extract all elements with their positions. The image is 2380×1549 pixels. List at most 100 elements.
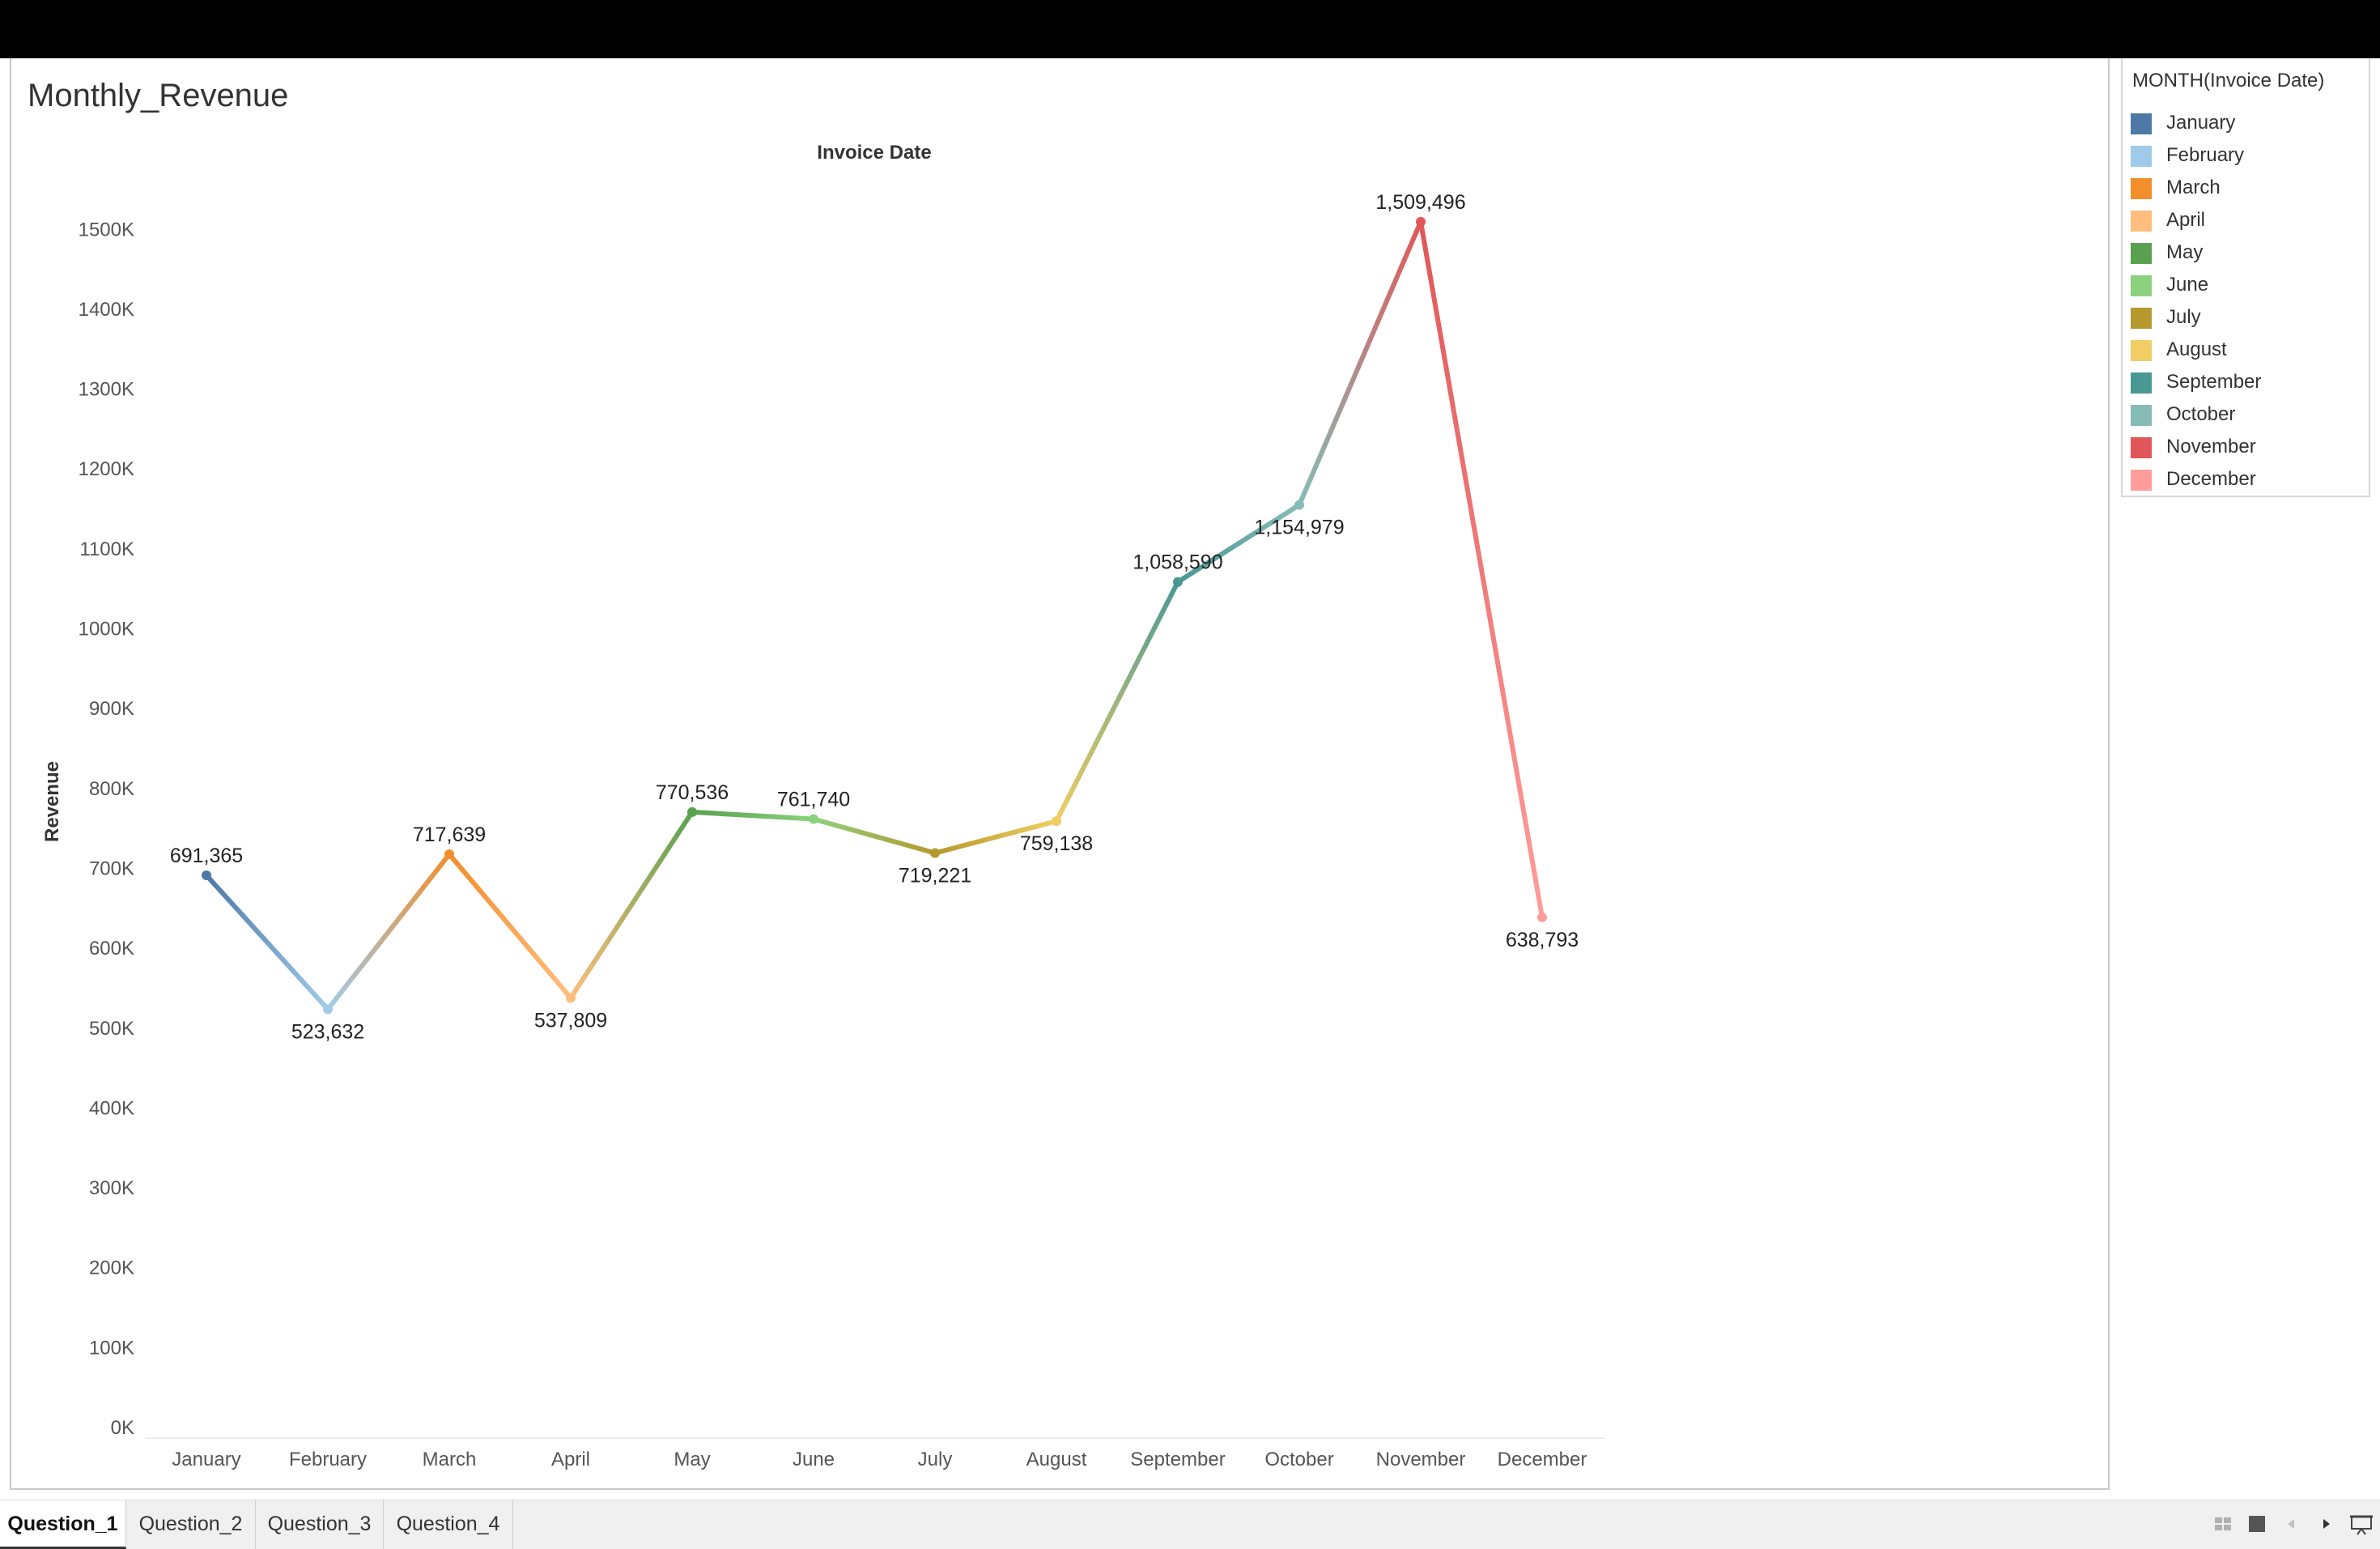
x-tick-label: April	[551, 1449, 590, 1470]
legend-item-july[interactable]: July	[2131, 304, 2365, 332]
x-tick-label: September	[1130, 1449, 1225, 1470]
line-segment	[325, 852, 452, 1012]
legend-label: June	[2166, 274, 2209, 296]
legend-item-october[interactable]: October	[2131, 402, 2365, 429]
y-tick-label: 0K	[111, 1417, 134, 1439]
single-view-icon[interactable]	[2247, 1514, 2267, 1534]
data-point[interactable]	[1416, 216, 1426, 227]
legend-swatch	[2131, 146, 2152, 167]
legend-swatch	[2131, 211, 2152, 232]
x-tick-label: October	[1264, 1449, 1333, 1470]
data-point[interactable]	[444, 849, 454, 860]
legend-item-february[interactable]: February	[2131, 143, 2365, 170]
data-point[interactable]	[202, 870, 211, 880]
legend-swatch	[2131, 437, 2152, 458]
data-point[interactable]	[1294, 500, 1304, 510]
data-label: 717,639	[413, 823, 486, 846]
legend-label: April	[2166, 209, 2206, 231]
data-point[interactable]	[323, 1004, 333, 1015]
legend-swatch	[2131, 405, 2152, 426]
legend-label: January	[2166, 112, 2236, 134]
line-segment	[811, 816, 937, 856]
presentation-mode-icon[interactable]	[2349, 1514, 2374, 1535]
y-tick-label: 500K	[89, 1018, 134, 1040]
legend-item-november[interactable]: November	[2131, 434, 2365, 462]
x-tick-label: May	[674, 1449, 710, 1470]
data-point[interactable]	[566, 993, 576, 1003]
y-axis-label: Revenue	[41, 761, 63, 842]
legend-item-august[interactable]: August	[2131, 337, 2365, 364]
legend-label: August	[2166, 338, 2227, 360]
x-axis: January February March April May June July Augu…	[172, 1449, 1587, 1470]
tab-question-4[interactable]: Question_4	[384, 1500, 513, 1549]
data-point[interactable]	[687, 806, 697, 817]
x-tick-label: March	[423, 1449, 477, 1470]
prev-sheet-icon[interactable]	[2283, 1514, 2299, 1534]
y-tick-label: 100K	[89, 1337, 134, 1359]
data-label: 759,138	[1020, 832, 1093, 855]
legend-item-december[interactable]: December	[2131, 466, 2365, 494]
y-tick-label: 1300K	[79, 379, 134, 401]
tab-question-1[interactable]: Question_1	[0, 1500, 126, 1549]
legend-item-march[interactable]: March	[2131, 175, 2365, 202]
y-tick-label: 1000K	[79, 619, 134, 640]
y-tick-label: 800K	[89, 778, 134, 800]
data-label: 691,365	[170, 845, 243, 867]
data-label: 537,809	[534, 1009, 607, 1032]
chart-title: Invoice Date	[817, 142, 931, 164]
series-lines	[204, 219, 1545, 1012]
legend-swatch	[2131, 178, 2152, 199]
legend-swatch	[2131, 372, 2152, 394]
x-tick-label: January	[172, 1449, 240, 1470]
data-point[interactable]	[1052, 816, 1061, 827]
next-sheet-icon[interactable]	[2318, 1514, 2335, 1534]
legend-item-january[interactable]: January	[2131, 110, 2365, 138]
line-segment	[933, 819, 1059, 856]
legend-label: November	[2166, 436, 2256, 457]
data-label: 638,793	[1506, 929, 1579, 951]
legend-label: September	[2166, 371, 2262, 393]
y-axis: 0K 100K 200K 300K 400K 500K 600K 700K 800K 900K 10…	[79, 219, 134, 1439]
legend-label: March	[2166, 177, 2221, 198]
legend-title: MONTH(Invoice Date)	[2132, 70, 2325, 91]
legend-label: December	[2166, 468, 2256, 490]
y-tick-label: 1500K	[79, 219, 134, 240]
line-segment	[568, 809, 695, 1001]
data-point[interactable]	[809, 814, 818, 824]
y-tick-label: 700K	[89, 857, 134, 879]
tab-question-2[interactable]: Question_2	[126, 1500, 256, 1549]
legend-swatch	[2131, 275, 2152, 296]
data-label: 719,221	[899, 864, 971, 887]
tab-question-3[interactable]: Question_3	[256, 1500, 384, 1549]
legend-item-september[interactable]: September	[2131, 369, 2365, 397]
y-tick-label: 300K	[89, 1177, 134, 1199]
x-tick-label: July	[918, 1449, 953, 1470]
y-tick-label: 1100K	[79, 538, 134, 560]
grid-view-icon[interactable]	[2213, 1514, 2233, 1534]
legend-item-may[interactable]: May	[2131, 240, 2365, 267]
legend-item-april[interactable]: April	[2131, 207, 2365, 235]
color-legend[interactable]: MONTH(Invoice Date) January February Mar…	[2121, 58, 2370, 497]
line-segment	[1297, 219, 1423, 508]
worksheet-frame	[10, 58, 2110, 1490]
line-segment	[1054, 579, 1180, 824]
data-point[interactable]	[1173, 577, 1183, 587]
top-black-bar	[0, 0, 2380, 58]
data-label: 1,154,979	[1254, 517, 1344, 539]
line-chart: Invoice Date Revenue 0K 100K 200K 300K 400K 5…	[41, 142, 1605, 1470]
line-segment	[690, 809, 816, 822]
line-segment	[204, 872, 330, 1012]
legend-swatch	[2131, 243, 2152, 264]
x-tick-label: November	[1376, 1449, 1466, 1470]
sheet-tab-strip: Question_1 Question_2 Question_3 Questio…	[0, 1500, 2380, 1549]
data-label: 770,536	[656, 781, 729, 804]
y-tick-label: 400K	[89, 1097, 134, 1119]
data-point[interactable]	[930, 848, 940, 858]
x-tick-label: August	[1026, 1449, 1087, 1470]
y-tick-label: 1200K	[79, 458, 134, 480]
legend-item-june[interactable]: June	[2131, 272, 2365, 300]
data-point[interactable]	[1537, 912, 1547, 922]
x-tick-label: December	[1498, 1449, 1587, 1470]
data-label: 761,740	[777, 789, 850, 811]
line-segment	[1418, 219, 1545, 920]
